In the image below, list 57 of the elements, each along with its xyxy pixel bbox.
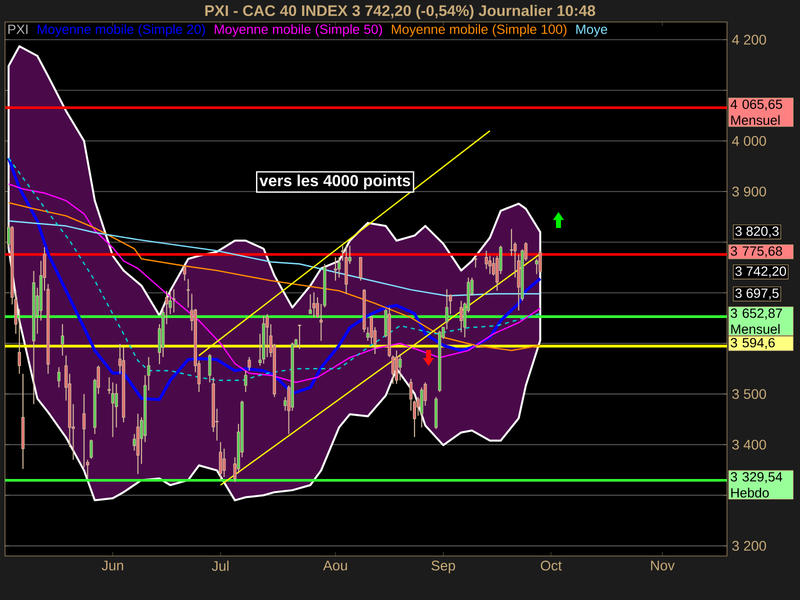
- ref-line-label: 4 065,65 Mensuel: [730, 100, 782, 125]
- ref-line-label: 3 775,68: [730, 246, 782, 258]
- x-tick-label: Aou: [323, 560, 347, 570]
- candlestick: [82, 393, 86, 468]
- candlestick: [244, 370, 248, 393]
- y-tick-label: 3 500: [732, 389, 766, 399]
- candlestick: [172, 288, 176, 314]
- text: 3 742,20: [735, 266, 786, 278]
- y-tick-label: 3 900: [732, 186, 766, 196]
- text: Moyenne mobile (Simple 100): [392, 24, 566, 37]
- candlestick: [484, 250, 488, 270]
- candlestick: [420, 386, 424, 428]
- chart-title: PXI - CAC 40 INDEX 3 742,20 (-0,54%) Journalier 10:48: [205, 4, 596, 20]
- annotation: vers les 4000 points: [259, 174, 410, 190]
- y-tick-label: 3 200: [732, 540, 766, 551]
- y-tick-label: 4 000: [732, 136, 766, 146]
- candlestick: [337, 256, 341, 278]
- candlestick: [359, 256, 362, 282]
- candlestick: [394, 350, 398, 384]
- candlestick: [334, 256, 338, 282]
- candlestick: [474, 256, 478, 268]
- candlestick: [312, 292, 316, 318]
- candlestick: [308, 294, 312, 315]
- candlestick: [218, 442, 222, 482]
- x-tick-label: Sep: [431, 560, 456, 574]
- line-series: [8, 202, 541, 352]
- x-tick-label: Nov: [651, 560, 675, 570]
- candlestick: [208, 353, 212, 383]
- text: Moyenne mobile (Simple 50): [214, 24, 382, 37]
- ref-line-label: 3 652,87 Mensuel: [730, 308, 782, 334]
- candlestick: [111, 382, 114, 438]
- line-series: [8, 220, 541, 296]
- candlestick: [57, 366, 60, 388]
- ref-line-label: 3 329,54 Hebdo: [730, 472, 782, 498]
- text: 3 820,3: [735, 226, 779, 238]
- candlestick: [460, 300, 463, 333]
- candlestick: [186, 278, 190, 308]
- candlestick: [90, 439, 93, 460]
- y-tick-label: 4 200: [732, 34, 766, 45]
- ref-line-label: 3 594,6: [730, 338, 775, 349]
- x-tick-label: Jun: [102, 560, 124, 570]
- text: PXI: [8, 24, 28, 34]
- candlestick: [248, 356, 251, 372]
- candlestick: [510, 228, 514, 256]
- text: Moye: [576, 24, 608, 37]
- text: Moyenne mobile (Simple 20): [38, 24, 205, 37]
- x-tick-label: Jul: [212, 560, 229, 571]
- x-tick-label: Oct: [540, 560, 562, 571]
- y-tick-label: 3 400: [732, 440, 766, 450]
- candlestick: [183, 265, 186, 282]
- text: 3 697,5: [735, 288, 779, 300]
- candlestick: [60, 324, 64, 356]
- candlestick: [488, 255, 492, 275]
- candlestick: [222, 448, 226, 478]
- candlestick: [538, 250, 542, 274]
- candlestick: [298, 324, 302, 350]
- candlestick: [398, 353, 402, 381]
